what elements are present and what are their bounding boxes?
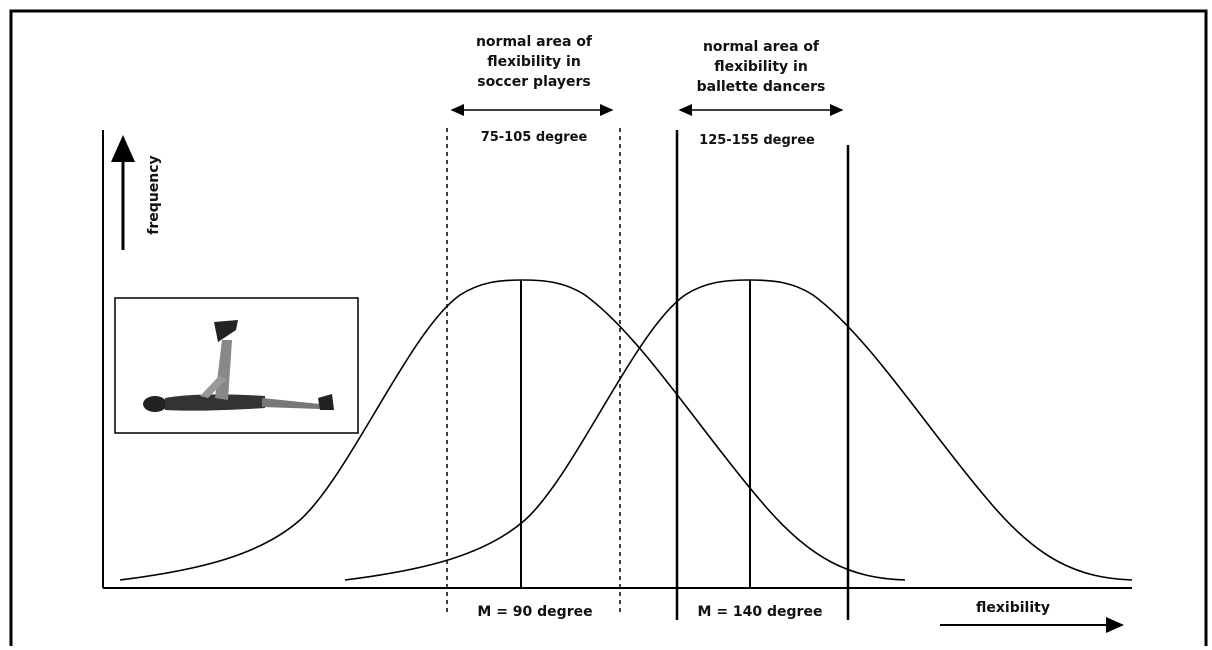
dancer-title: ballette dancers	[697, 79, 826, 95]
x-label: flexibility	[976, 600, 1050, 616]
soccer-mean: M = 90 degree	[477, 604, 592, 620]
soccer-title: normal area of	[476, 34, 593, 50]
dancer-title: flexibility in	[714, 59, 808, 75]
dancer-mean: M = 140 degree	[698, 604, 823, 620]
dancer-range: 125-155 degree	[699, 133, 815, 148]
frame	[9, 9, 1208, 646]
soccer-title: flexibility in	[487, 54, 581, 70]
y-label: frequency	[146, 155, 162, 234]
illustration	[114, 297, 359, 434]
dancer-title: normal area of	[703, 39, 820, 55]
soccer-title: soccer players	[477, 74, 591, 90]
soccer-range: 75-105 degree	[481, 130, 588, 145]
